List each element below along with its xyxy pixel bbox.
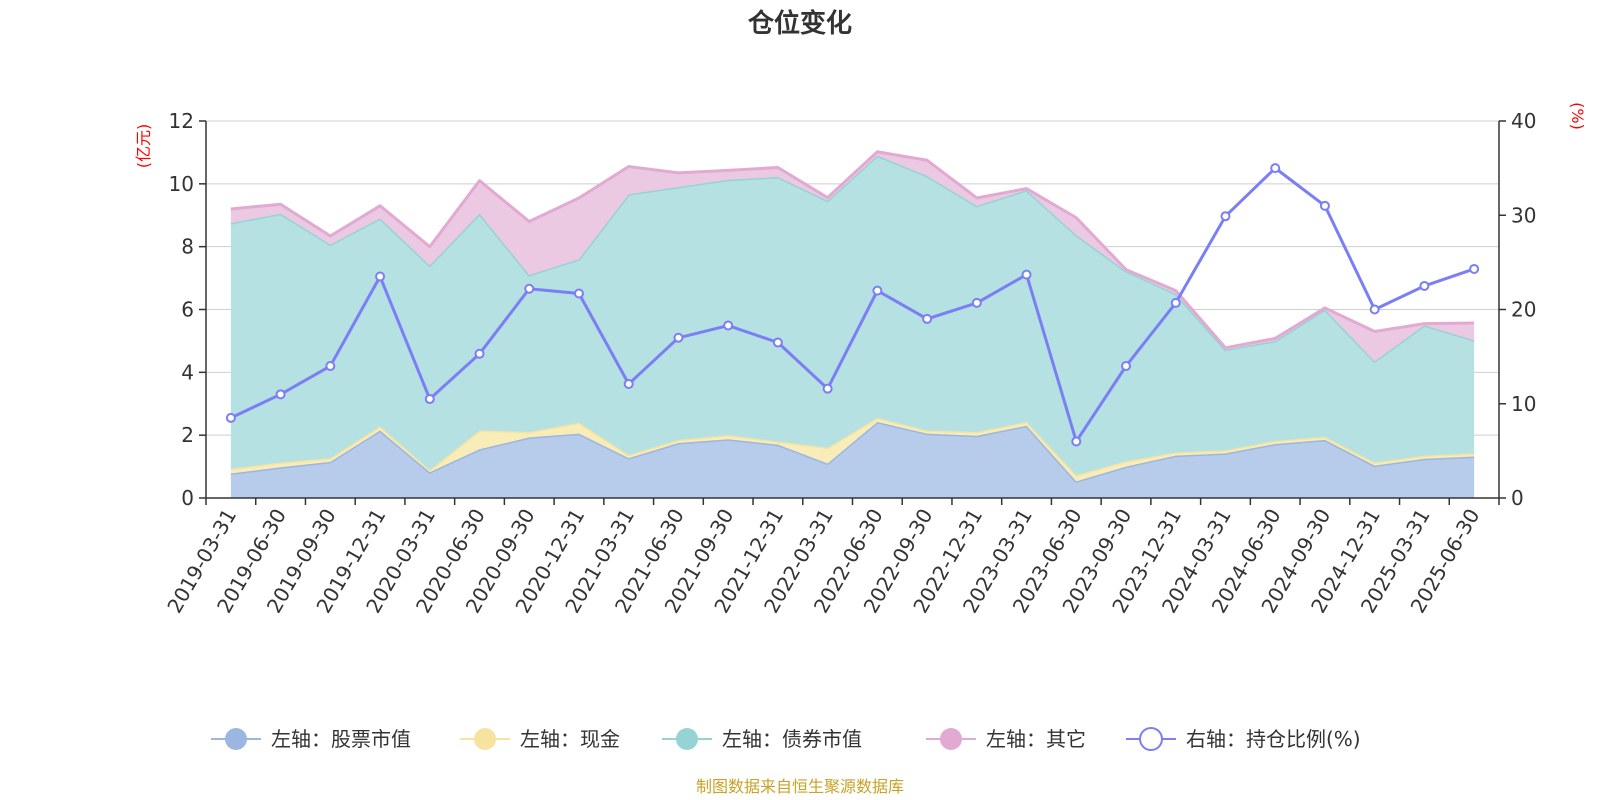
ratio-point (971, 297, 982, 308)
right-tick-label: 0 (1511, 486, 1524, 510)
left-axis-unit: (亿元) (134, 124, 153, 169)
legend-marker (940, 728, 962, 750)
ratio-point (1369, 304, 1380, 315)
ratio-point (1021, 269, 1032, 280)
ratio-point (573, 288, 584, 299)
legend-label: 右轴：持仓比例(%) (1186, 727, 1361, 751)
ratio-point (1469, 263, 1480, 274)
ratio-point (673, 332, 684, 343)
area-series-1 (230, 417, 1475, 482)
legend-item: 左轴：现金 (460, 727, 620, 751)
right-tick-label: 10 (1511, 392, 1536, 416)
legend-item: 左轴：其它 (926, 727, 1086, 751)
stacked-areas (230, 150, 1475, 498)
ratio-point (1071, 436, 1082, 447)
area-series-0 (230, 421, 1475, 498)
ratio-point (922, 313, 933, 324)
ratio-point (822, 383, 833, 394)
ratio-point (1121, 361, 1132, 372)
legend-label: 左轴：债券市值 (722, 727, 862, 751)
ratio-line-path (230, 166, 1475, 443)
ratio-point (723, 320, 734, 331)
left-tick-label: 10 (169, 172, 194, 196)
legend-label: 左轴：现金 (520, 727, 620, 751)
ratio-point (524, 283, 535, 294)
chart-title: 仓位变化 (747, 8, 852, 39)
left-tick-label: 0 (181, 486, 194, 510)
left-tick-label: 6 (181, 298, 194, 322)
ratio-point (1270, 163, 1281, 174)
ratio-point (1170, 297, 1181, 308)
position-ratio-line (225, 163, 1480, 447)
ratio-point (1419, 280, 1430, 291)
ratio-point (225, 412, 236, 423)
left-tick-label: 4 (181, 360, 194, 384)
right-tick-label: 30 (1511, 203, 1536, 227)
legend-marker (225, 728, 247, 750)
ratio-point (1319, 200, 1330, 211)
ratio-point (275, 389, 286, 400)
legend-marker (1139, 727, 1163, 751)
legend-item: 左轴：债券市值 (662, 727, 862, 751)
right-axis-unit: (%) (1568, 102, 1587, 130)
ratio-point (1220, 211, 1231, 222)
legend-label: 左轴：其它 (986, 727, 1086, 751)
ratio-point (424, 394, 435, 405)
legend-item: 右轴：持仓比例(%) (1126, 727, 1361, 751)
left-tick-label: 2 (181, 423, 194, 447)
legend: 左轴：股票市值 左轴：现金 左轴：债券市值 左轴：其它 右轴：持仓比例(%) (211, 727, 1361, 751)
legend-item: 左轴：股票市值 (211, 727, 411, 751)
right-tick-label: 40 (1511, 109, 1536, 133)
area-series-2 (230, 155, 1475, 476)
legend-marker (474, 728, 496, 750)
ratio-point (375, 271, 386, 282)
ratio-point (474, 348, 485, 359)
ratio-point (623, 378, 634, 389)
legend-marker (676, 728, 698, 750)
ratio-point (325, 361, 336, 372)
data-source-footer: 制图数据来自恒生聚源数据库 (696, 777, 904, 796)
ratio-point (872, 285, 883, 296)
right-tick-label: 20 (1511, 298, 1536, 322)
area-edge-3 (230, 150, 1475, 350)
legend-label: 左轴：股票市值 (271, 727, 411, 751)
left-tick-label: 8 (181, 235, 194, 259)
left-tick-label: 12 (169, 109, 194, 133)
ratio-point (772, 337, 783, 348)
